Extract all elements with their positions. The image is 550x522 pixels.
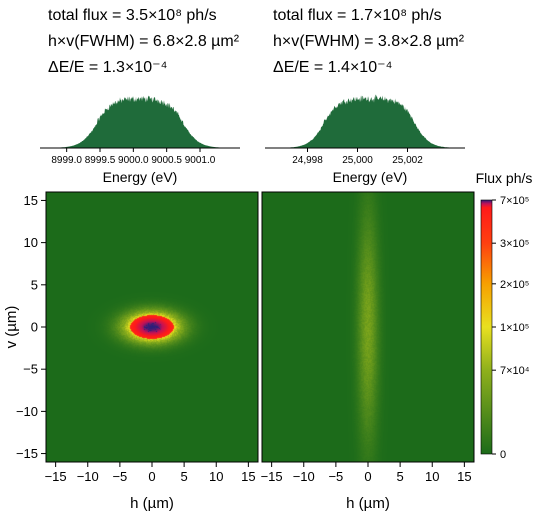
right-heatmap-xlabel: h (µm) xyxy=(346,495,390,512)
left-annotations: total flux = 3.5×10⁸ ph/s h×v(FWHM) = 6.… xyxy=(48,7,240,76)
colorbar-tick-label: 3×10⁵ xyxy=(500,238,529,250)
colorbar-tick-label: 0 xyxy=(500,449,506,461)
left-histogram-ticks: 8999.0 8999.5 9000.0 9000.5 9001.0 xyxy=(51,148,216,166)
heatmap-ytick-label: −10 xyxy=(16,404,38,419)
colorbar-tick-label: 7×10⁵ xyxy=(500,195,529,207)
colorbar-ticks: 7×10⁵ 3×10⁵ 2×10⁵ 1×10⁵ 7×10⁴ 0 xyxy=(492,195,530,461)
heatmap-xtick-label: 10 xyxy=(209,469,223,484)
heatmap-ytick-label: 10 xyxy=(24,235,38,250)
left-heatmap-xticks: −15 −10 −5 0 5 10 15 xyxy=(45,462,256,484)
heatmap-xtick-label: 0 xyxy=(148,469,155,484)
heatmap-xtick-label: −10 xyxy=(293,469,315,484)
heatmap-ytick-label: 5 xyxy=(31,277,38,292)
heatmap-ytick-label: −5 xyxy=(23,362,38,377)
right-annotations: total flux = 1.7×10⁸ ph/s h×v(FWHM) = 3.… xyxy=(273,7,465,76)
left-heatmap-yticks: 15 10 5 0 −5 −10 −15 xyxy=(16,193,46,461)
left-histogram-area xyxy=(40,95,240,148)
heatmap-xtick-label: −5 xyxy=(112,469,127,484)
colorbar-tick-label: 7×10⁴ xyxy=(500,365,530,377)
heatmap-ytick-label: −15 xyxy=(16,446,38,461)
heatmap-xtick-label: 15 xyxy=(457,469,471,484)
right-bandwidth-label: ΔE/E = 1.4×10⁻⁴ xyxy=(273,59,393,76)
histogram-tick-label: 9000.0 xyxy=(118,155,149,166)
heatmap-xtick-label: −15 xyxy=(45,469,67,484)
heatmap-xtick-label: −5 xyxy=(328,469,343,484)
flux-colorbar: Flux ph/s 7×10⁵ 3×10⁵ 2×10⁵ 1×10⁵ 7×10⁴ 0 xyxy=(476,170,533,461)
heatmap-xtick-label: 5 xyxy=(181,469,188,484)
left-bandwidth-label: ΔE/E = 1.3×10⁻⁴ xyxy=(48,59,168,76)
heatmap-ytick-label: 0 xyxy=(31,320,38,335)
histogram-tick-label: 25,000 xyxy=(342,155,373,166)
histogram-tick-label: 8999.0 xyxy=(51,155,82,166)
right-beam-profile: −15 −10 −5 0 5 10 15 h (µm) xyxy=(261,191,475,512)
histogram-tick-label: 8999.5 xyxy=(85,155,116,166)
left-histogram-xlabel: Energy (eV) xyxy=(103,169,178,185)
colorbar-tick-label: 1×10⁵ xyxy=(500,322,529,334)
left-beam-profile: −15 −10 −5 0 5 10 15 15 10 5 0 −5 −10 −15 h (µm) v (… xyxy=(3,191,259,512)
histogram-tick-label: 25,002 xyxy=(392,155,423,166)
right-histogram-xlabel: Energy (eV) xyxy=(333,169,408,185)
heatmap-xtick-label: −15 xyxy=(261,469,283,484)
left-fwhm-label: h×v(FWHM) = 6.8×2.8 µm² xyxy=(48,33,240,50)
right-total-flux-label: total flux = 1.7×10⁸ ph/s xyxy=(273,7,442,24)
histogram-tick-label: 9001.0 xyxy=(185,155,216,166)
left-energy-histogram: 8999.0 8999.5 9000.0 9000.5 9001.0 Energy (e… xyxy=(40,95,240,185)
right-histogram-ticks: 24,998 25,000 25,002 xyxy=(292,148,423,166)
heatmap-xtick-label: 5 xyxy=(397,469,404,484)
heatmap-ytick-label: 15 xyxy=(24,193,38,208)
colorbar-gradient xyxy=(480,199,493,455)
heatmap-xtick-label: 10 xyxy=(425,469,439,484)
left-heatmap-xlabel: h (µm) xyxy=(130,495,174,512)
right-fwhm-label: h×v(FWHM) = 3.8×2.8 µm² xyxy=(273,33,465,50)
colorbar-tick-label: 2×10⁵ xyxy=(500,279,529,291)
heatmap-xtick-label: 0 xyxy=(364,469,371,484)
right-heatmap-image xyxy=(262,192,474,462)
heatmap-xtick-label: 15 xyxy=(241,469,255,484)
histogram-tick-label: 24,998 xyxy=(292,155,323,166)
colorbar-title: Flux ph/s xyxy=(476,170,533,186)
right-energy-histogram: 24,998 25,000 25,002 Energy (eV) xyxy=(265,94,465,185)
heatmap-xtick-label: −10 xyxy=(77,469,99,484)
left-heatmap-image xyxy=(46,192,258,462)
right-heatmap-xticks: −15 −10 −5 0 5 10 15 xyxy=(261,462,472,484)
right-histogram-area xyxy=(265,94,465,148)
left-total-flux-label: total flux = 3.5×10⁸ ph/s xyxy=(48,7,217,24)
left-heatmap-ylabel: v (µm) xyxy=(3,306,20,349)
histogram-tick-label: 9000.5 xyxy=(151,155,182,166)
